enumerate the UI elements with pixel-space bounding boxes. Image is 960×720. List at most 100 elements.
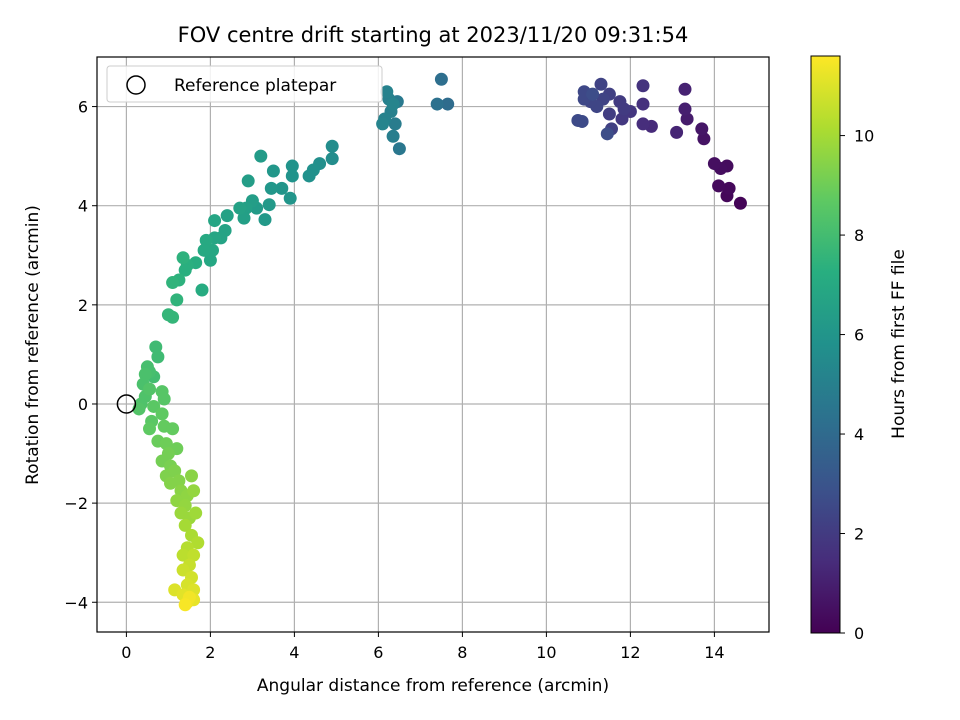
- x-tick-label: 0: [121, 643, 131, 662]
- data-point: [258, 213, 272, 227]
- chart-title: FOV centre drift starting at 2023/11/20 …: [178, 23, 689, 47]
- data-point: [722, 181, 736, 195]
- data-point: [266, 164, 280, 178]
- data-point: [441, 97, 455, 111]
- data-point: [264, 181, 278, 195]
- data-point: [636, 79, 650, 93]
- data-point: [220, 209, 234, 223]
- data-point: [203, 253, 217, 267]
- colorbar-label: Hours from first FF file: [889, 249, 909, 439]
- legend: Reference platepar: [106, 65, 383, 103]
- data-point: [325, 139, 339, 153]
- data-point: [695, 122, 709, 136]
- x-axis-label: Angular distance from reference (arcmin): [257, 676, 609, 696]
- data-point: [176, 251, 190, 265]
- reference-platepar-marker: [116, 394, 137, 414]
- data-point: [166, 276, 180, 290]
- colorbar-tick-label: 8: [854, 226, 864, 245]
- data-point: [155, 407, 169, 421]
- data-point: [670, 125, 684, 139]
- data-point: [680, 112, 694, 126]
- y-tick-label: 2: [78, 296, 88, 315]
- data-point: [392, 142, 406, 156]
- data-point: [325, 152, 339, 166]
- colorbar-tick-label: 10: [854, 127, 874, 146]
- data-point: [275, 181, 289, 195]
- data-point: [241, 174, 255, 188]
- y-axis-ticks: −4 −2 0 2 4 6: [64, 98, 97, 612]
- data-point: [285, 159, 299, 173]
- data-point: [189, 506, 203, 520]
- y-tick-label: 0: [78, 395, 88, 414]
- data-point: [187, 484, 201, 498]
- y-axis-label: Rotation from reference (arcmin): [23, 205, 43, 485]
- data-point: [386, 97, 400, 111]
- data-point: [254, 149, 268, 163]
- colorbar-tick-label: 6: [854, 326, 864, 345]
- x-tick-label: 8: [457, 643, 467, 662]
- data-point: [199, 233, 213, 247]
- legend-box: [106, 65, 383, 103]
- colorbar-gradient: [810, 55, 841, 634]
- y-tick-label: 6: [78, 98, 88, 117]
- data-point: [571, 113, 585, 127]
- x-tick-label: 6: [373, 643, 383, 662]
- data-point: [376, 117, 390, 131]
- data-point: [143, 422, 156, 436]
- data-point: [262, 198, 276, 212]
- y-tick-label: −4: [64, 593, 88, 612]
- data-point: [151, 350, 165, 364]
- x-tick-label: 4: [289, 643, 299, 662]
- data-point: [138, 367, 152, 381]
- data-point: [613, 95, 627, 109]
- data-point: [615, 112, 629, 126]
- data-point: [187, 548, 201, 562]
- y-tick-label: −2: [64, 494, 88, 513]
- data-point: [197, 243, 211, 257]
- data-point: [178, 598, 192, 612]
- data-point: [678, 102, 692, 116]
- data-point: [636, 97, 650, 111]
- colorbar-tick-label: 4: [854, 425, 864, 444]
- legend-entry-reference-platepar: Reference platepar: [174, 76, 336, 96]
- data-point: [178, 518, 192, 532]
- x-tick-label: 12: [620, 643, 640, 662]
- data-point: [602, 107, 616, 121]
- x-axis-ticks: 0 2 4 6 8 10 12 14: [121, 632, 725, 662]
- data-point: [678, 82, 692, 96]
- data-point: [697, 132, 711, 146]
- data-point: [380, 85, 394, 99]
- data-point: [147, 399, 161, 413]
- data-point: [161, 308, 175, 322]
- x-tick-label: 10: [536, 643, 556, 662]
- x-tick-label: 14: [704, 643, 724, 662]
- data-point: [176, 548, 190, 562]
- data-point: [586, 87, 600, 101]
- legend-marker: [126, 75, 146, 95]
- data-point: [434, 72, 448, 86]
- data-point: [707, 157, 721, 171]
- x-tick-label: 2: [205, 643, 215, 662]
- colorbar-ticks: 0 2 4 6 8 10: [840, 127, 874, 643]
- data-points: [132, 72, 747, 612]
- colorbar-tick-label: 2: [854, 525, 864, 544]
- data-point: [166, 422, 180, 436]
- data-point: [176, 563, 190, 577]
- data-point: [388, 117, 402, 131]
- data-point: [636, 117, 650, 131]
- data-point: [733, 196, 747, 210]
- data-point: [237, 211, 251, 225]
- data-point: [159, 437, 173, 451]
- data-point: [712, 179, 726, 193]
- data-point: [594, 77, 608, 91]
- data-point: [195, 283, 209, 297]
- data-point: [143, 382, 156, 396]
- data-point: [168, 464, 182, 478]
- data-point: [283, 191, 297, 205]
- data-point: [191, 536, 205, 550]
- data-point: [600, 127, 614, 141]
- data-point: [178, 263, 192, 277]
- data-point: [208, 214, 222, 228]
- data-point: [430, 97, 444, 111]
